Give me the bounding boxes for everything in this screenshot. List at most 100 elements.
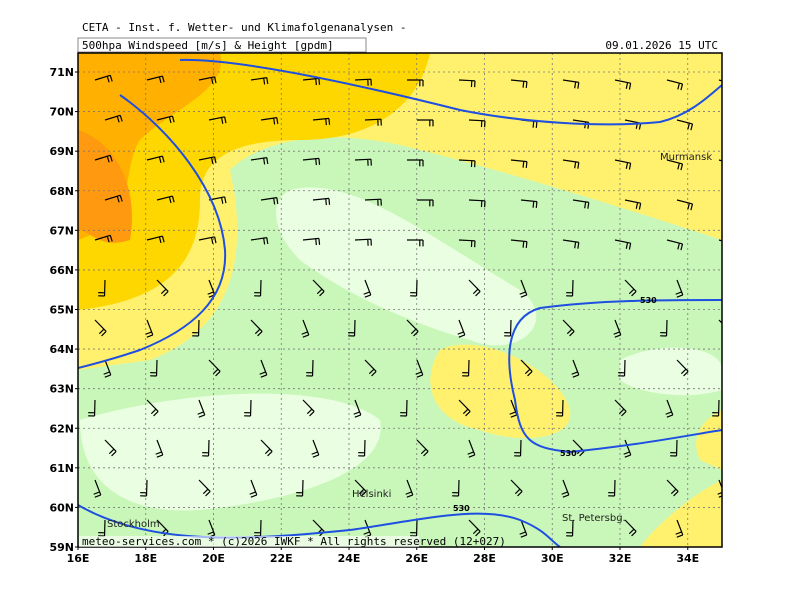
height-contour [508, 299, 722, 454]
wind-barb [562, 79, 580, 89]
wind-barb [198, 76, 217, 84]
wind-barb [354, 238, 372, 246]
header-datetime: 09.01.2026 15 UTC [605, 39, 718, 52]
lat-label: 67N [49, 224, 74, 237]
wind-barb [562, 159, 580, 169]
wind-barb [572, 199, 590, 209]
wind-barb [302, 157, 321, 166]
contour-label: 530 [560, 449, 577, 458]
wind-barb [364, 359, 377, 377]
wind-barb [140, 479, 148, 497]
wind-barb [510, 159, 528, 169]
lon-label: 20E [202, 552, 225, 565]
wind-barb [250, 157, 269, 165]
wind-barb [302, 237, 321, 246]
wind-barbs [88, 74, 744, 538]
lon-label: 26E [405, 552, 428, 565]
wind-barb [410, 279, 418, 297]
lat-label: 70N [49, 106, 74, 119]
wind-barb [358, 439, 366, 457]
band-pale-3 [620, 347, 722, 396]
wind-barb [145, 319, 154, 338]
wind-barb [729, 200, 744, 211]
place-label: Murmansk [660, 152, 712, 163]
contour-label: 530 [453, 504, 470, 513]
wind-barb [514, 439, 522, 457]
wind-barb [510, 79, 528, 89]
wind-barb [104, 114, 123, 123]
wind-barb [666, 479, 679, 497]
wind-barb [354, 479, 367, 497]
wind-barb [312, 197, 331, 206]
wind-barb [104, 439, 117, 457]
wind-barb [407, 159, 424, 167]
wind-barb [729, 120, 744, 131]
header-title: CETA - Inst. f. Wetter- und Klimafolgena… [82, 21, 407, 34]
wind-barb [353, 399, 362, 418]
place-label: Stockholm [107, 519, 160, 530]
height-contour [78, 504, 561, 547]
wind-barb [93, 479, 102, 498]
wind-barb [155, 439, 164, 458]
wind-barb [146, 399, 159, 417]
lat-label: 69N [49, 145, 74, 158]
wind-barb [675, 279, 684, 298]
wind-barb [94, 319, 107, 337]
map-area [78, 53, 744, 547]
band-yellow-2 [430, 344, 571, 439]
wind-barb [614, 79, 632, 90]
lat-label: 65N [49, 304, 74, 317]
wind-barb [623, 439, 632, 458]
wind-barb [416, 439, 429, 457]
wind-barb [458, 399, 471, 417]
lon-label: 34E [676, 552, 699, 565]
wind-barb [509, 399, 518, 418]
place-label: Helsinki [352, 489, 391, 500]
wind-barb [417, 119, 434, 127]
wind-barb [561, 479, 570, 498]
wind-barb [458, 159, 476, 168]
wind-barb [405, 479, 414, 498]
wind-barb [613, 319, 622, 338]
lon-label: 24E [338, 552, 361, 565]
wind-barb [407, 239, 424, 247]
band-pale-2 [80, 393, 381, 511]
wind-barb [666, 239, 684, 251]
wind-barb [571, 359, 580, 378]
wind-barb [98, 519, 106, 537]
wind-barb [676, 359, 689, 377]
wind-barb [364, 198, 382, 206]
lon-label: 22E [270, 552, 293, 565]
wind-barb [556, 399, 564, 417]
band-yellow-3 [696, 410, 722, 470]
contour-label: 530 [640, 296, 657, 305]
wind-barb [660, 319, 668, 337]
wind-barb [364, 118, 382, 126]
lat-label: 64N [49, 343, 74, 356]
wind-barb [519, 279, 528, 298]
wind-barb [562, 319, 575, 337]
wind-barb [665, 399, 674, 418]
wind-barb [458, 239, 476, 248]
wind-barb [94, 234, 113, 243]
wind-barb [504, 319, 512, 337]
wind-barb [260, 197, 279, 205]
wind-barb [156, 195, 175, 204]
wind-barb [260, 117, 279, 125]
wind-barb [301, 319, 310, 338]
lat-label: 61N [49, 462, 74, 475]
band-pale [276, 187, 537, 346]
lat-label: 60N [49, 501, 74, 514]
header-subtitle: 500hpa Windspeed [m/s] & Height [gpdm] [82, 39, 334, 52]
height-contour [78, 94, 227, 369]
wind-barb [202, 439, 210, 457]
wind-barb [198, 236, 217, 244]
wind-barb [156, 279, 169, 297]
wind-barb [519, 519, 528, 538]
axes: 71N70N69N68N67N66N65N64N63N62N61N60N59N1… [49, 66, 699, 565]
wind-barb [457, 319, 466, 338]
graticule [78, 53, 722, 547]
wind-barb [249, 479, 258, 498]
wind-barb [302, 399, 315, 417]
